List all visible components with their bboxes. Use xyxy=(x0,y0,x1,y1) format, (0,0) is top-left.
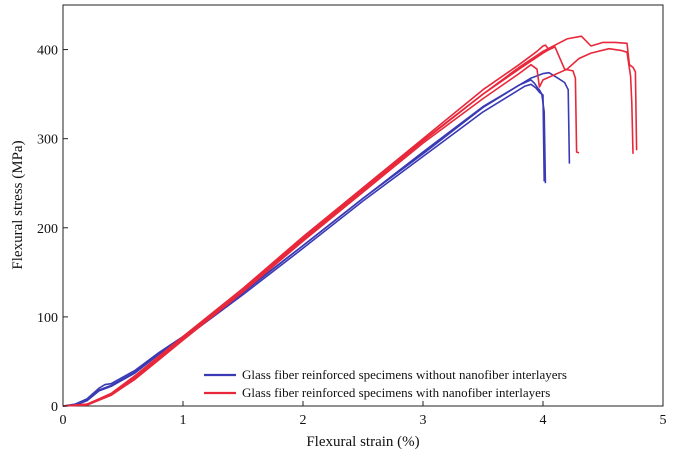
series-line-with-7 xyxy=(62,35,638,407)
x-tick-label: 3 xyxy=(420,413,427,428)
x-tick-label: 2 xyxy=(300,413,307,428)
y-axis-title: Flexural stress (MPa) xyxy=(10,140,26,269)
legend: Glass fiber reinforced specimens without… xyxy=(204,367,567,400)
y-tick-label: 200 xyxy=(37,222,58,237)
x-tick-label: 1 xyxy=(180,413,187,428)
plot-area xyxy=(62,4,664,407)
legend-label-with: Glass fiber reinforced specimens with na… xyxy=(242,385,550,400)
x-axis-title: Flexural strain (%) xyxy=(306,434,419,450)
y-tick-label: 400 xyxy=(37,44,58,59)
x-tick-label: 0 xyxy=(60,413,67,428)
ticks-layer: 0 1 2 3 4 5 0 100 200 300 400 xyxy=(37,44,667,428)
y-tick-label: 300 xyxy=(37,133,58,148)
y-tick-label: 0 xyxy=(51,400,58,415)
x-tick-label: 5 xyxy=(660,413,667,428)
series-line-with-4 xyxy=(62,44,550,407)
series-layer xyxy=(62,35,638,407)
x-tick-label: 4 xyxy=(540,413,547,428)
y-tick-label: 100 xyxy=(37,311,58,326)
legend-label-without: Glass fiber reinforced specimens without… xyxy=(242,367,567,382)
